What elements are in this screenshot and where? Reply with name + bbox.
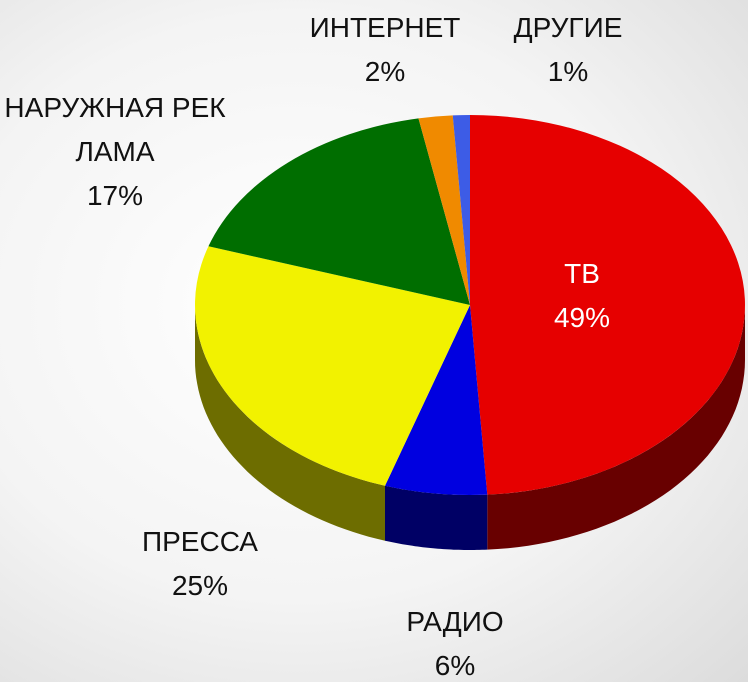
- slice-side: [487, 305, 745, 550]
- value-label: 1%: [547, 56, 589, 87]
- slice: [418, 115, 470, 305]
- category-label: ДРУГИЕ: [513, 12, 623, 43]
- slice-label: ТВ 49%: [507, 252, 657, 340]
- value-label: 17%: [86, 180, 144, 211]
- slice-side: [385, 485, 488, 550]
- value-label: 2%: [364, 56, 406, 87]
- slice: [208, 118, 470, 306]
- slice: [470, 115, 746, 495]
- slice-label: ДРУГИЕ 1%: [488, 6, 648, 94]
- slice-label: РАДИО 6%: [375, 600, 535, 682]
- slice-side: [195, 305, 385, 541]
- category-label: ИНТЕРНЕТ: [309, 12, 461, 43]
- category-label: НАРУЖНАЯ РЕКЛАМА: [4, 92, 226, 167]
- value-label: 25%: [171, 570, 229, 601]
- slice-label: НАРУЖНАЯ РЕКЛАМА 17%: [0, 86, 230, 218]
- slice: [194, 246, 470, 486]
- category-label: ТВ: [564, 258, 600, 289]
- value-label: 6%: [434, 650, 476, 681]
- slice: [452, 115, 470, 305]
- slice-label: ИНТЕРНЕТ 2%: [305, 6, 465, 94]
- slice-label: ПРЕССА 25%: [130, 520, 270, 608]
- slice: [385, 305, 488, 495]
- value-label: 49%: [553, 302, 611, 333]
- category-label: ПРЕССА: [142, 526, 258, 557]
- category-label: РАДИО: [406, 606, 504, 637]
